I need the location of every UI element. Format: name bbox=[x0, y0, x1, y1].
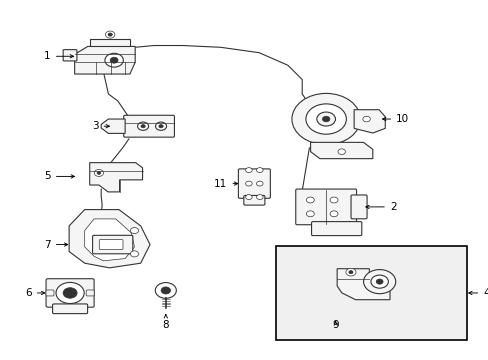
Circle shape bbox=[345, 268, 355, 276]
Polygon shape bbox=[90, 39, 130, 46]
Circle shape bbox=[329, 211, 337, 217]
Circle shape bbox=[316, 112, 335, 126]
Circle shape bbox=[362, 116, 369, 122]
FancyBboxPatch shape bbox=[53, 304, 87, 314]
Circle shape bbox=[348, 271, 352, 274]
FancyBboxPatch shape bbox=[92, 235, 133, 254]
Text: 7: 7 bbox=[44, 239, 68, 249]
FancyBboxPatch shape bbox=[123, 115, 174, 137]
Circle shape bbox=[305, 104, 346, 134]
Circle shape bbox=[370, 275, 387, 288]
Polygon shape bbox=[310, 142, 372, 159]
Circle shape bbox=[97, 172, 101, 174]
FancyBboxPatch shape bbox=[86, 290, 94, 296]
Circle shape bbox=[256, 181, 263, 186]
Text: 4: 4 bbox=[468, 288, 488, 298]
Text: 1: 1 bbox=[44, 51, 73, 61]
Circle shape bbox=[155, 283, 176, 298]
Polygon shape bbox=[336, 269, 389, 300]
Circle shape bbox=[159, 125, 163, 128]
Text: 2: 2 bbox=[365, 202, 396, 212]
Text: 9: 9 bbox=[332, 320, 338, 330]
Circle shape bbox=[94, 170, 103, 176]
FancyBboxPatch shape bbox=[275, 246, 467, 339]
FancyBboxPatch shape bbox=[350, 195, 366, 219]
Text: 6: 6 bbox=[25, 288, 45, 298]
Text: 11: 11 bbox=[214, 179, 237, 189]
Polygon shape bbox=[69, 210, 150, 268]
Circle shape bbox=[337, 149, 345, 154]
Polygon shape bbox=[84, 219, 134, 261]
Polygon shape bbox=[353, 110, 385, 133]
Circle shape bbox=[306, 211, 314, 217]
Circle shape bbox=[291, 93, 360, 145]
FancyBboxPatch shape bbox=[238, 169, 270, 198]
Circle shape bbox=[256, 195, 263, 199]
Circle shape bbox=[256, 168, 263, 172]
FancyBboxPatch shape bbox=[46, 279, 94, 307]
Text: 5: 5 bbox=[44, 171, 74, 181]
Circle shape bbox=[363, 270, 395, 294]
Circle shape bbox=[130, 251, 138, 257]
Circle shape bbox=[105, 31, 115, 38]
Polygon shape bbox=[75, 46, 135, 74]
Circle shape bbox=[375, 279, 382, 284]
Circle shape bbox=[306, 197, 314, 203]
FancyBboxPatch shape bbox=[311, 222, 361, 235]
Circle shape bbox=[245, 181, 252, 186]
Circle shape bbox=[329, 197, 337, 203]
Text: 10: 10 bbox=[382, 114, 408, 124]
Circle shape bbox=[322, 116, 329, 122]
Circle shape bbox=[105, 53, 123, 67]
FancyBboxPatch shape bbox=[46, 290, 54, 296]
Circle shape bbox=[110, 57, 118, 63]
FancyBboxPatch shape bbox=[99, 240, 122, 249]
Circle shape bbox=[137, 122, 148, 130]
Circle shape bbox=[108, 33, 112, 36]
FancyBboxPatch shape bbox=[63, 50, 77, 61]
Circle shape bbox=[63, 288, 77, 298]
Text: 3: 3 bbox=[92, 121, 109, 131]
Circle shape bbox=[130, 228, 138, 234]
Polygon shape bbox=[101, 119, 125, 134]
FancyBboxPatch shape bbox=[295, 189, 356, 225]
Text: 8: 8 bbox=[162, 314, 169, 330]
FancyBboxPatch shape bbox=[244, 195, 264, 205]
Circle shape bbox=[56, 282, 84, 303]
Circle shape bbox=[245, 168, 252, 172]
Circle shape bbox=[245, 195, 252, 199]
Circle shape bbox=[141, 125, 145, 128]
Polygon shape bbox=[89, 163, 142, 192]
Circle shape bbox=[155, 122, 166, 130]
Circle shape bbox=[161, 287, 170, 294]
